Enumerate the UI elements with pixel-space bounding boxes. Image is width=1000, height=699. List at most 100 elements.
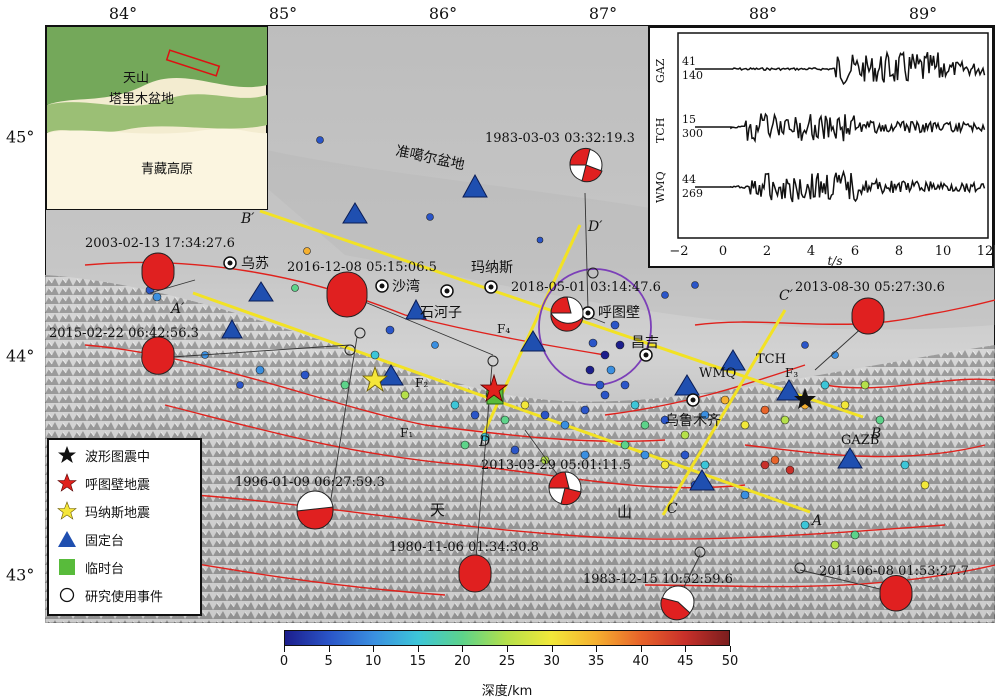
focal-mechanism-dates: 1983-03-03 03:32:19.3 2003-02-13 17:34:2… bbox=[49, 131, 969, 587]
profile-label: B′ bbox=[240, 211, 255, 227]
hutubi-earthquake-star bbox=[479, 373, 509, 403]
legend-label: 固定台 bbox=[85, 533, 125, 549]
lat-label: 44° bbox=[6, 346, 35, 366]
event-date: 2003-02-13 17:34:27.6 bbox=[85, 236, 235, 251]
trace-bottom-value: 140 bbox=[682, 69, 703, 82]
beachball bbox=[550, 296, 584, 332]
x-tick: 12 bbox=[977, 244, 994, 259]
city-label: 玛纳斯 bbox=[471, 260, 513, 276]
x-axis-label: t/s bbox=[827, 254, 842, 268]
colorbar-tick: 15 bbox=[409, 654, 427, 669]
legend-label: 波形图震中 bbox=[85, 449, 151, 465]
legend-item: 固定台 bbox=[55, 528, 124, 550]
lat-label: 45° bbox=[6, 127, 35, 147]
colorbar-tick-mark bbox=[462, 646, 464, 652]
study-area-circle bbox=[538, 268, 652, 386]
city-label: 沙湾 bbox=[392, 278, 420, 295]
colorbar-tick: 10 bbox=[364, 654, 382, 669]
beachball bbox=[326, 271, 368, 318]
x-tick: 2 bbox=[763, 244, 771, 259]
colorbar-tick: 40 bbox=[632, 654, 650, 669]
blue-triangle-icon bbox=[55, 528, 79, 550]
station-label: GAZB bbox=[841, 433, 879, 448]
lon-label: 87° bbox=[588, 4, 618, 23]
beachball bbox=[141, 336, 175, 375]
legend-item: 临时台 bbox=[55, 556, 124, 578]
map-legend: 波形图震中 呼图壁地震 玛纳斯地震 固定台 临时台 研究使用事件 bbox=[47, 438, 202, 616]
event-date: 2016-12-08 05:15:06.5 bbox=[287, 260, 437, 275]
beachball bbox=[851, 297, 885, 335]
stations bbox=[221, 173, 863, 491]
fault-lines bbox=[84, 261, 995, 596]
trace-station: WMQ bbox=[654, 171, 667, 203]
event-date: 2013-03-29 05:01:11.5 bbox=[481, 458, 631, 473]
colorbar-tick-mark bbox=[551, 646, 553, 652]
x-tick: 0 bbox=[719, 244, 727, 259]
profile-label: C′ bbox=[779, 288, 794, 304]
event-date: 1983-03-03 03:32:19.3 bbox=[485, 131, 635, 146]
fault-label: F₁ bbox=[400, 426, 413, 440]
x-tick: 4 bbox=[807, 244, 815, 259]
colorbar-tick: 45 bbox=[677, 654, 694, 669]
city-markers bbox=[223, 256, 700, 407]
open-circle-icon bbox=[55, 584, 79, 606]
lon-label: 85° bbox=[268, 4, 298, 23]
basin-shade bbox=[205, 135, 995, 330]
colorbar-tick: 35 bbox=[587, 654, 605, 669]
profile-cc bbox=[661, 309, 787, 516]
legend-item: 研究使用事件 bbox=[55, 584, 163, 606]
inset-label: 塔里木盆地 bbox=[109, 92, 174, 107]
trace-top-value: 41 bbox=[682, 55, 696, 68]
colorbar-tick: 0 bbox=[279, 654, 289, 669]
colorbar-tick: 5 bbox=[324, 654, 333, 669]
event-date: 1996-01-09 06:27:59.3 bbox=[235, 475, 385, 490]
legend-label: 玛纳斯地震 bbox=[85, 505, 151, 521]
trace-top-value: 44 bbox=[682, 173, 696, 186]
trace-bottom-value: 300 bbox=[682, 127, 703, 140]
yellow-star-icon bbox=[55, 500, 79, 522]
inset-label: 天山 bbox=[123, 71, 149, 86]
colorbar-tick-mark bbox=[373, 646, 375, 652]
colorbar-tick-mark bbox=[284, 646, 285, 652]
colorbar-gradient bbox=[284, 630, 730, 646]
profile-label: D′ bbox=[587, 219, 603, 235]
event-date: 2015-02-22 06:42:56.3 bbox=[49, 326, 199, 341]
colorbar-tick: 25 bbox=[498, 654, 516, 669]
inset-label: 青藏高原 bbox=[141, 161, 193, 177]
city-label: 乌苏 bbox=[241, 256, 269, 272]
station-label: WMQ bbox=[699, 366, 736, 381]
city-label: 乌鲁木齐 bbox=[665, 413, 721, 429]
colorbar-tick: 20 bbox=[454, 654, 471, 669]
profile-label: D bbox=[478, 434, 490, 450]
focal-mechanisms bbox=[141, 148, 913, 621]
colorbar-tick-mark bbox=[685, 646, 687, 652]
fault-label: F₂ bbox=[415, 376, 428, 390]
legend-item: 呼图壁地震 bbox=[55, 472, 150, 494]
black-star-icon bbox=[55, 444, 79, 466]
legend-item: 玛纳斯地震 bbox=[55, 500, 150, 522]
beachball bbox=[141, 252, 175, 291]
beachball bbox=[548, 471, 582, 506]
inset-map: 天山 塔里木盆地 青藏高原 bbox=[46, 26, 268, 210]
lon-label: 89° bbox=[908, 4, 938, 23]
event-date: 1980-11-06 01:34:30.8 bbox=[389, 540, 539, 555]
manas-earthquake-star bbox=[361, 365, 389, 393]
colorbar-tick-mark bbox=[640, 646, 642, 652]
waveform-x-axis: −2 0 2 4 6 8 10 12 t/s bbox=[669, 244, 993, 268]
shan-label: 山 bbox=[617, 503, 632, 521]
legend-label: 研究使用事件 bbox=[85, 589, 164, 605]
station-label: TCH bbox=[756, 352, 786, 367]
trace-top-value: 15 bbox=[682, 113, 696, 126]
colorbar-tick-mark bbox=[328, 646, 330, 652]
profile-label: A bbox=[810, 513, 822, 529]
tian-label: 天 bbox=[430, 501, 445, 519]
lat-label: 43° bbox=[6, 565, 35, 585]
beachball bbox=[569, 148, 603, 183]
city-label: 石河子 bbox=[420, 305, 462, 321]
event-date: 2013-08-30 05:27:30.6 bbox=[795, 280, 945, 295]
colorbar-tick-mark bbox=[730, 646, 731, 652]
lon-label: 86° bbox=[428, 4, 458, 23]
legend-label: 临时台 bbox=[85, 561, 125, 577]
city-label: 呼图壁 bbox=[598, 305, 640, 321]
beachball bbox=[879, 575, 913, 612]
